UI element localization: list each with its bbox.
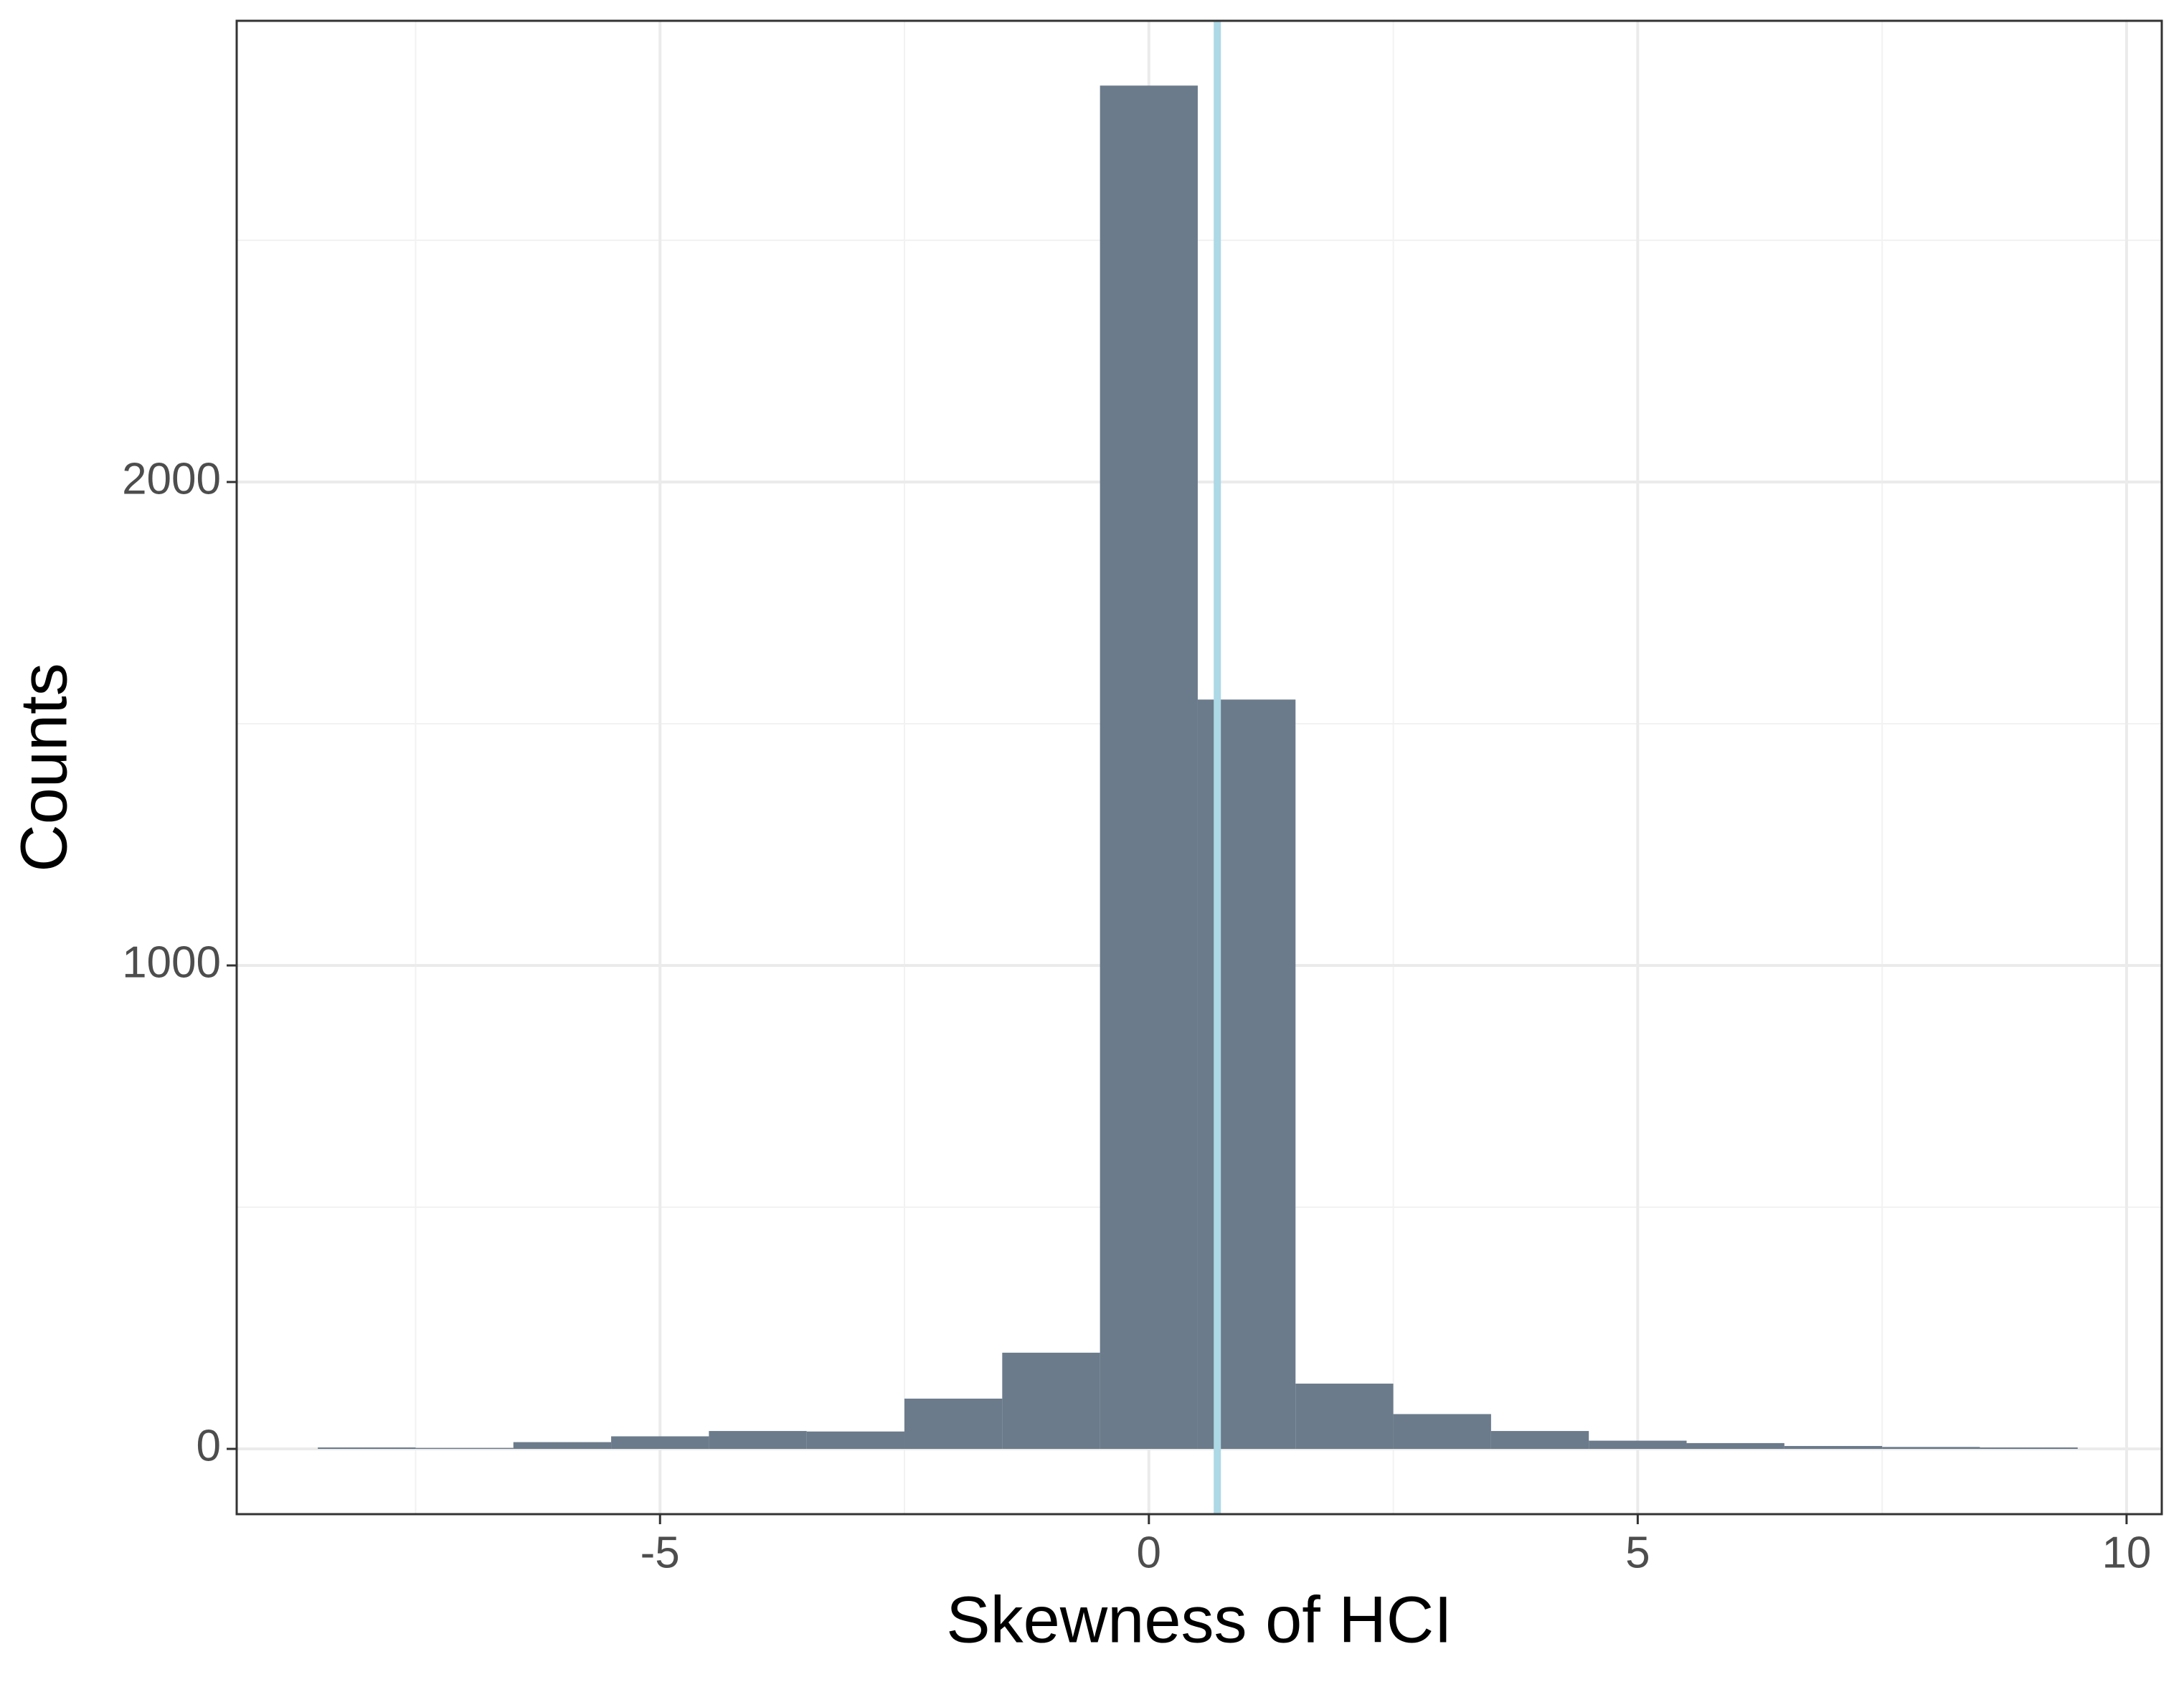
bar	[1784, 1445, 1883, 1450]
x-tick-label: 5	[1625, 1528, 1650, 1577]
bar	[1490, 1431, 1589, 1450]
bar	[806, 1431, 905, 1450]
bar	[904, 1398, 1003, 1450]
bar	[1100, 85, 1198, 1450]
y-axis-title: Counts	[7, 663, 80, 872]
bar	[709, 1431, 807, 1450]
bar	[1002, 1352, 1100, 1450]
bar	[1980, 1447, 2078, 1450]
bar	[611, 1436, 709, 1450]
x-tick-label: -5	[640, 1528, 680, 1577]
bar	[1295, 1384, 1394, 1450]
bar	[1197, 699, 1296, 1450]
panel-border	[235, 19, 2163, 1516]
x-axis-title: Skewness of HCI	[946, 1583, 1452, 1656]
bar	[513, 1442, 612, 1450]
bar	[1882, 1447, 1980, 1450]
x-tick-label: 10	[2102, 1528, 2151, 1577]
y-tick-label: 0	[197, 1421, 221, 1470]
bar	[1686, 1442, 1784, 1450]
bar	[415, 1447, 514, 1450]
y-tick-label: 2000	[122, 454, 221, 504]
x-tick-label: 0	[1137, 1528, 1161, 1577]
bar	[1589, 1440, 1687, 1450]
bar	[318, 1447, 416, 1450]
y-tick-label: 1000	[122, 937, 221, 987]
bar	[1393, 1414, 1491, 1450]
